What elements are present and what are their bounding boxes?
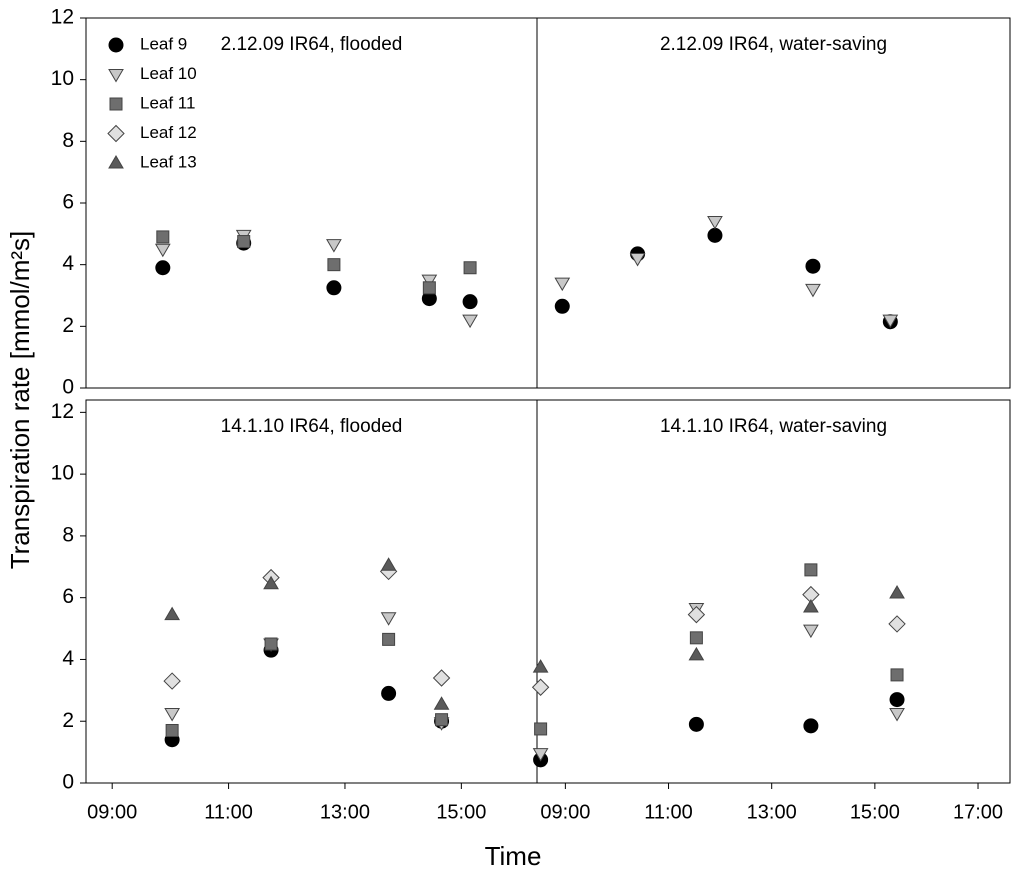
marker — [532, 748, 549, 762]
x-tick-label: 17:00 — [953, 801, 1003, 823]
marker — [327, 258, 341, 272]
marker — [531, 678, 550, 696]
marker — [554, 298, 570, 314]
marker — [435, 713, 449, 727]
marker — [381, 685, 397, 701]
x-tick-label: 15:00 — [436, 801, 486, 823]
y-tick-label: 10 — [51, 67, 74, 90]
y-tick-label: 0 — [62, 771, 74, 794]
legend-marker — [107, 124, 125, 143]
marker — [890, 668, 904, 682]
marker — [534, 722, 548, 736]
marker — [422, 281, 436, 295]
y-tick-label: 12 — [51, 400, 74, 423]
x-tick-label: 13:00 — [747, 801, 797, 823]
marker — [237, 235, 251, 249]
marker — [629, 253, 646, 267]
marker — [889, 708, 905, 722]
marker — [888, 615, 906, 633]
panel-title: 2.12.09 IR64, water-saving — [660, 34, 887, 55]
marker — [421, 274, 438, 289]
marker — [163, 672, 181, 690]
x-axis-label: Time — [485, 841, 542, 871]
legend-label: Leaf 10 — [140, 64, 197, 83]
marker — [326, 239, 342, 253]
marker — [263, 575, 279, 590]
marker — [433, 696, 450, 710]
y-tick-label: 6 — [62, 585, 74, 608]
y-tick-label: 6 — [62, 191, 74, 214]
marker — [803, 624, 819, 639]
legend-label: Leaf 12 — [140, 123, 197, 142]
marker — [889, 585, 905, 599]
marker — [689, 631, 703, 645]
y-tick-label: 4 — [62, 647, 74, 670]
marker — [164, 708, 180, 722]
y-tick-label: 2 — [62, 709, 74, 732]
marker — [554, 277, 571, 292]
y-tick-label: 12 — [51, 6, 74, 29]
marker — [462, 314, 478, 329]
marker — [380, 612, 397, 626]
legend-label: Leaf 9 — [140, 34, 187, 53]
marker — [462, 294, 478, 310]
plot-frame — [536, 399, 1011, 784]
legend-label: Leaf 13 — [140, 152, 197, 171]
plot-frame — [85, 399, 538, 784]
x-tick-label: 09:00 — [87, 801, 137, 823]
legend-marker — [108, 155, 124, 169]
x-tick-label: 11:00 — [644, 801, 693, 823]
y-tick-label: 0 — [62, 376, 74, 399]
marker — [707, 227, 723, 243]
marker — [155, 260, 171, 276]
panel-title: 14.1.10 IR64, water-saving — [660, 416, 887, 437]
plot-frame — [536, 17, 1011, 389]
y-axis-label: Transpiration rate [mmol/m²s] — [5, 231, 35, 570]
marker — [804, 563, 818, 577]
panel-title: 2.12.09 IR64, flooded — [221, 34, 403, 55]
legend-label: Leaf 11 — [140, 93, 195, 112]
marker — [805, 258, 821, 274]
marker — [532, 659, 549, 673]
marker — [889, 692, 905, 708]
marker — [264, 637, 278, 651]
marker — [164, 606, 180, 621]
marker — [803, 598, 819, 613]
panel-title: 14.1.10 IR64, flooded — [221, 416, 403, 437]
y-tick-label: 2 — [62, 314, 74, 337]
y-tick-label: 10 — [51, 462, 74, 485]
legend-marker — [108, 37, 124, 53]
marker — [154, 243, 171, 258]
marker — [687, 605, 706, 624]
marker — [432, 669, 451, 687]
y-tick-label: 8 — [62, 523, 74, 546]
marker — [688, 716, 704, 732]
marker — [463, 261, 477, 275]
marker — [156, 230, 170, 244]
marker — [882, 314, 899, 329]
y-tick-label: 4 — [62, 252, 74, 275]
x-tick-label: 13:00 — [320, 801, 370, 823]
legend-marker — [108, 69, 124, 83]
marker — [165, 723, 179, 737]
marker — [382, 632, 396, 646]
marker — [688, 646, 705, 661]
marker — [326, 280, 342, 296]
legend-marker — [109, 97, 123, 111]
x-tick-label: 11:00 — [204, 801, 253, 823]
marker — [707, 216, 723, 230]
x-tick-label: 09:00 — [540, 801, 590, 823]
marker — [803, 718, 819, 734]
x-tick-label: 15:00 — [850, 801, 900, 823]
marker — [805, 283, 821, 298]
y-tick-label: 8 — [62, 129, 74, 152]
marker — [380, 557, 397, 571]
